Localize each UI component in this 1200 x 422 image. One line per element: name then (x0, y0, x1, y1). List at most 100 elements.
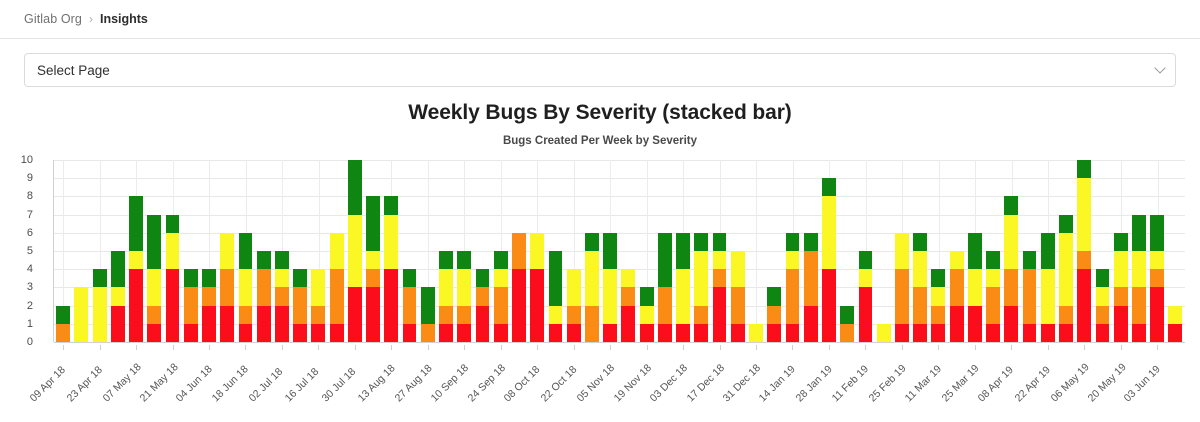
bar-segment-s1[interactable] (1150, 287, 1165, 342)
bar-segment-s1[interactable] (967, 305, 982, 342)
bar-segment-s2[interactable] (202, 287, 216, 306)
bar-segment-s3[interactable] (1095, 287, 1110, 306)
bar-segment-s3[interactable] (238, 269, 253, 306)
bar-segment-s1[interactable] (803, 305, 818, 342)
bar-segment-s2[interactable] (439, 305, 453, 324)
bar-segment-s2[interactable] (402, 287, 417, 324)
bar-segment-s2[interactable] (566, 305, 581, 324)
bar-segment-s4[interactable] (129, 196, 143, 252)
bar-segment-s4[interactable] (967, 232, 982, 270)
bar-segment-s1[interactable] (293, 323, 308, 342)
stacked-bar[interactable] (1150, 214, 1165, 342)
bar-segment-s3[interactable] (329, 232, 344, 270)
stacked-bar[interactable] (584, 232, 599, 342)
bar-segment-s2[interactable] (293, 287, 308, 324)
stacked-bar[interactable] (420, 287, 435, 342)
bar-segment-s3[interactable] (566, 269, 581, 306)
bar-segment-s1[interactable] (949, 305, 964, 342)
bar-segment-s1[interactable] (1059, 323, 1073, 342)
bar-segment-s4[interactable] (293, 269, 308, 288)
stacked-bar[interactable] (129, 196, 143, 342)
bar-segment-s1[interactable] (676, 323, 690, 342)
bar-segment-s1[interactable] (1132, 323, 1146, 342)
bar-segment-s4[interactable] (110, 251, 125, 288)
bar-segment-s1[interactable] (1168, 323, 1183, 342)
bar-segment-s2[interactable] (803, 251, 818, 306)
bar-segment-s3[interactable] (311, 269, 326, 306)
bar-segment-s4[interactable] (858, 251, 873, 270)
bar-segment-s4[interactable] (785, 232, 800, 252)
bar-segment-s2[interactable] (493, 287, 508, 324)
bar-segment-s1[interactable] (183, 323, 198, 342)
bar-segment-s2[interactable] (275, 287, 289, 306)
stacked-bar[interactable] (220, 232, 235, 342)
bar-segment-s4[interactable] (56, 305, 71, 324)
bar-segment-s4[interactable] (1077, 160, 1092, 179)
bar-segment-s4[interactable] (931, 269, 946, 288)
bar-segment-s1[interactable] (110, 305, 125, 342)
bar-segment-s3[interactable] (366, 251, 381, 270)
stacked-bar[interactable] (894, 232, 909, 342)
stacked-bar[interactable] (822, 178, 836, 342)
breadcrumb-current[interactable]: Insights (99, 12, 148, 26)
stacked-bar[interactable] (1059, 214, 1073, 342)
bar-segment-s2[interactable] (1150, 269, 1165, 288)
bar-segment-s3[interactable] (110, 287, 125, 306)
bar-segment-s1[interactable] (402, 323, 417, 342)
bar-segment-s3[interactable] (986, 269, 1000, 288)
bar-segment-s1[interactable] (457, 323, 472, 342)
bar-segment-s4[interactable] (384, 196, 399, 215)
bar-segment-s1[interactable] (384, 269, 399, 342)
stacked-bar[interactable] (475, 269, 490, 342)
bar-segment-s2[interactable] (1022, 269, 1037, 324)
bar-segment-s2[interactable] (1059, 305, 1073, 324)
stacked-bar[interactable] (840, 305, 855, 342)
bar-segment-s1[interactable] (712, 287, 727, 342)
stacked-bar[interactable] (1004, 196, 1019, 342)
bar-segment-s2[interactable] (420, 323, 435, 342)
bar-segment-s1[interactable] (165, 269, 180, 342)
bar-segment-s1[interactable] (639, 323, 654, 342)
bar-segment-s4[interactable] (767, 287, 782, 306)
bar-segment-s4[interactable] (92, 269, 107, 288)
bar-segment-s4[interactable] (694, 232, 709, 252)
bar-segment-s3[interactable] (603, 269, 618, 324)
bar-segment-s1[interactable] (767, 323, 782, 342)
bar-segment-s3[interactable] (1077, 178, 1092, 252)
stacked-bar[interactable] (74, 287, 89, 342)
bar-segment-s1[interactable] (694, 323, 709, 342)
bar-segment-s1[interactable] (1040, 323, 1055, 342)
stacked-bar[interactable] (785, 232, 800, 342)
bar-segment-s1[interactable] (220, 305, 235, 342)
bar-segment-s4[interactable] (202, 269, 216, 288)
bar-segment-s4[interactable] (366, 196, 381, 252)
bar-segment-s3[interactable] (493, 269, 508, 288)
stacked-bar[interactable] (347, 160, 362, 342)
breadcrumb-root[interactable]: Gitlab Org (24, 12, 82, 26)
stacked-bar[interactable] (183, 269, 198, 342)
bar-segment-s3[interactable] (220, 232, 235, 270)
bar-segment-s4[interactable] (238, 232, 253, 270)
bar-segment-s3[interactable] (147, 269, 162, 306)
bar-segment-s2[interactable] (311, 305, 326, 324)
stacked-bar[interactable] (384, 196, 399, 342)
bar-segment-s4[interactable] (256, 251, 271, 270)
bar-segment-s1[interactable] (894, 323, 909, 342)
bar-segment-s4[interactable] (639, 287, 654, 306)
bar-segment-s3[interactable] (1004, 214, 1019, 270)
bar-segment-s1[interactable] (730, 323, 745, 342)
bar-segment-s3[interactable] (129, 251, 143, 270)
bar-segment-s1[interactable] (329, 323, 344, 342)
bar-segment-s1[interactable] (439, 323, 453, 342)
bar-segment-s1[interactable] (548, 323, 563, 342)
bar-segment-s2[interactable] (767, 305, 782, 324)
bar-segment-s1[interactable] (238, 323, 253, 342)
stacked-bar[interactable] (165, 214, 180, 342)
bar-segment-s2[interactable] (457, 305, 472, 324)
stacked-bar[interactable] (876, 323, 891, 342)
bar-segment-s4[interactable] (439, 251, 453, 270)
bar-segment-s1[interactable] (1022, 323, 1037, 342)
stacked-bar[interactable] (913, 232, 928, 342)
bar-segment-s1[interactable] (603, 323, 618, 342)
bar-segment-s3[interactable] (730, 251, 745, 288)
